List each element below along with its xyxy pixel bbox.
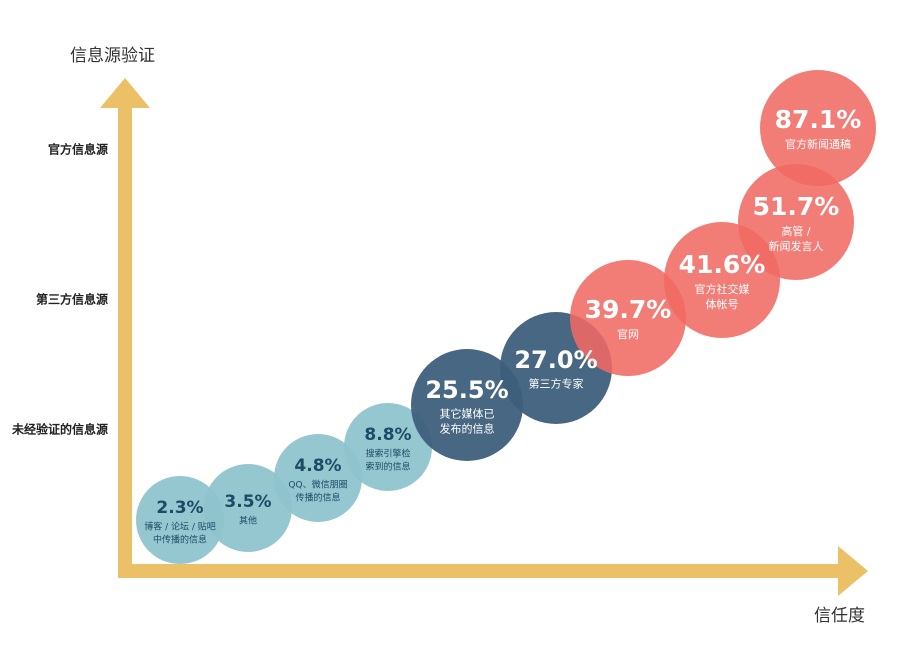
y-category-label: 第三方信息源 xyxy=(36,292,108,307)
bubble-label: 第三方专家 xyxy=(529,377,584,391)
y-axis-title: 信息源验证 xyxy=(70,46,155,66)
bubble-label: 其他 xyxy=(239,515,257,527)
bubble-label: 传播的信息 xyxy=(295,492,340,504)
value-label: 41.6% xyxy=(679,250,766,279)
x-axis xyxy=(118,564,840,578)
bubble-label: 高管 / xyxy=(781,224,810,238)
value-label: 27.0% xyxy=(514,346,597,374)
y-category-label: 官方信息源 xyxy=(48,142,108,157)
bubble-label: 博客 / 论坛 / 贴吧 xyxy=(144,521,216,533)
bubble xyxy=(570,260,686,376)
y-category-label: 未经验证的信息源 xyxy=(11,422,108,437)
value-label: 25.5% xyxy=(425,376,508,404)
bubble xyxy=(760,70,876,186)
y-axis xyxy=(118,100,132,578)
value-label: 8.8% xyxy=(364,425,411,445)
bubble-label: QQ、微信朋圈 xyxy=(288,479,347,491)
value-label: 87.1% xyxy=(775,105,862,134)
bubble-label: 体帐号 xyxy=(706,297,739,311)
bubble xyxy=(344,403,432,491)
bubble xyxy=(136,476,224,564)
bubble-label: 发布的信息 xyxy=(440,422,495,436)
bubble xyxy=(204,464,292,552)
value-label: 4.8% xyxy=(294,456,341,476)
value-label: 2.3% xyxy=(156,498,203,518)
value-label: 39.7% xyxy=(585,295,672,324)
bubble-label: 中传播的信息 xyxy=(153,534,207,546)
bubble xyxy=(411,349,523,461)
bubble xyxy=(738,164,854,280)
bubble-label: 新闻发言人 xyxy=(769,239,824,253)
value-label: 3.5% xyxy=(224,492,271,512)
bubble-label: 搜索引擎检 xyxy=(365,448,410,460)
x-axis-arrow xyxy=(838,546,868,596)
y-axis-arrow xyxy=(100,78,150,108)
x-axis-title: 信任度 xyxy=(814,606,865,626)
axes xyxy=(100,78,868,596)
bubble-label: 索到的信息 xyxy=(365,461,410,473)
value-label: 51.7% xyxy=(753,192,840,221)
bubble-label: 官方新闻通稿 xyxy=(785,137,851,151)
bubble-label: 官方社交媒 xyxy=(695,282,750,296)
bubble-label: 官网 xyxy=(617,327,639,341)
bubble-label: 其它媒体已 xyxy=(440,407,495,421)
bubble xyxy=(274,434,362,522)
